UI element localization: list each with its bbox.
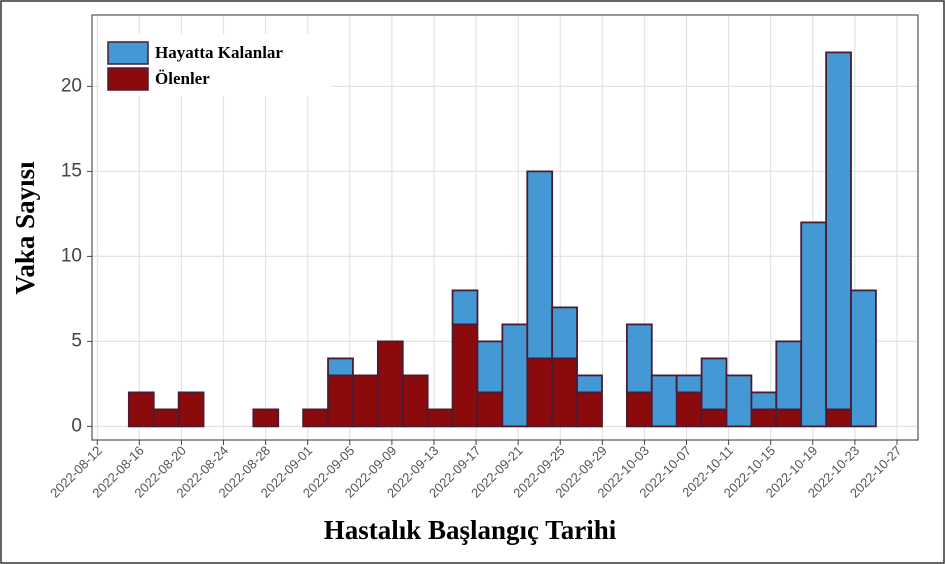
bar — [177, 391, 205, 428]
bar — [551, 357, 578, 428]
bar — [526, 170, 554, 360]
bar — [302, 408, 329, 428]
bar — [825, 408, 852, 428]
y-tick-label: 15 — [61, 160, 82, 181]
bar — [650, 374, 678, 428]
bar — [376, 340, 404, 428]
y-tick-label: 0 — [71, 415, 82, 436]
bar — [327, 357, 354, 377]
legend-label: Ölenler — [155, 69, 210, 88]
bar — [127, 391, 155, 428]
bar — [551, 306, 578, 360]
bar — [700, 357, 728, 411]
bar — [800, 221, 828, 428]
bar — [700, 408, 728, 428]
y-tick-label: 10 — [61, 245, 82, 266]
bar — [252, 408, 280, 428]
bar — [625, 391, 653, 428]
bar — [476, 391, 504, 428]
bar — [576, 374, 603, 394]
bar — [625, 323, 653, 394]
y-axis-title: Vaka Sayısı — [10, 161, 40, 295]
bar — [825, 51, 852, 411]
y-tick-label: 20 — [61, 75, 82, 96]
bar — [725, 374, 753, 428]
y-tick-label: 5 — [71, 330, 82, 351]
bar — [526, 357, 554, 428]
x-axis-title: Hastalık Başlangıç Tarihi — [324, 515, 617, 545]
panel-border — [91, 14, 919, 441]
bar — [675, 374, 703, 394]
bar — [775, 340, 803, 411]
bar — [401, 374, 429, 428]
bar — [426, 408, 454, 428]
bar — [327, 374, 354, 428]
bar — [476, 340, 504, 394]
legend-label: Hayatta Kalanlar — [155, 43, 283, 62]
bar — [352, 374, 379, 428]
legend-swatch — [107, 41, 149, 65]
bar — [451, 289, 479, 326]
bar — [501, 323, 529, 428]
bar — [451, 323, 479, 428]
bar — [850, 289, 877, 428]
bar — [750, 408, 778, 428]
bar — [750, 391, 778, 411]
bar — [775, 408, 803, 428]
bar — [152, 408, 180, 428]
bar — [576, 391, 603, 428]
bar — [675, 391, 703, 428]
legend-swatch — [107, 67, 149, 91]
